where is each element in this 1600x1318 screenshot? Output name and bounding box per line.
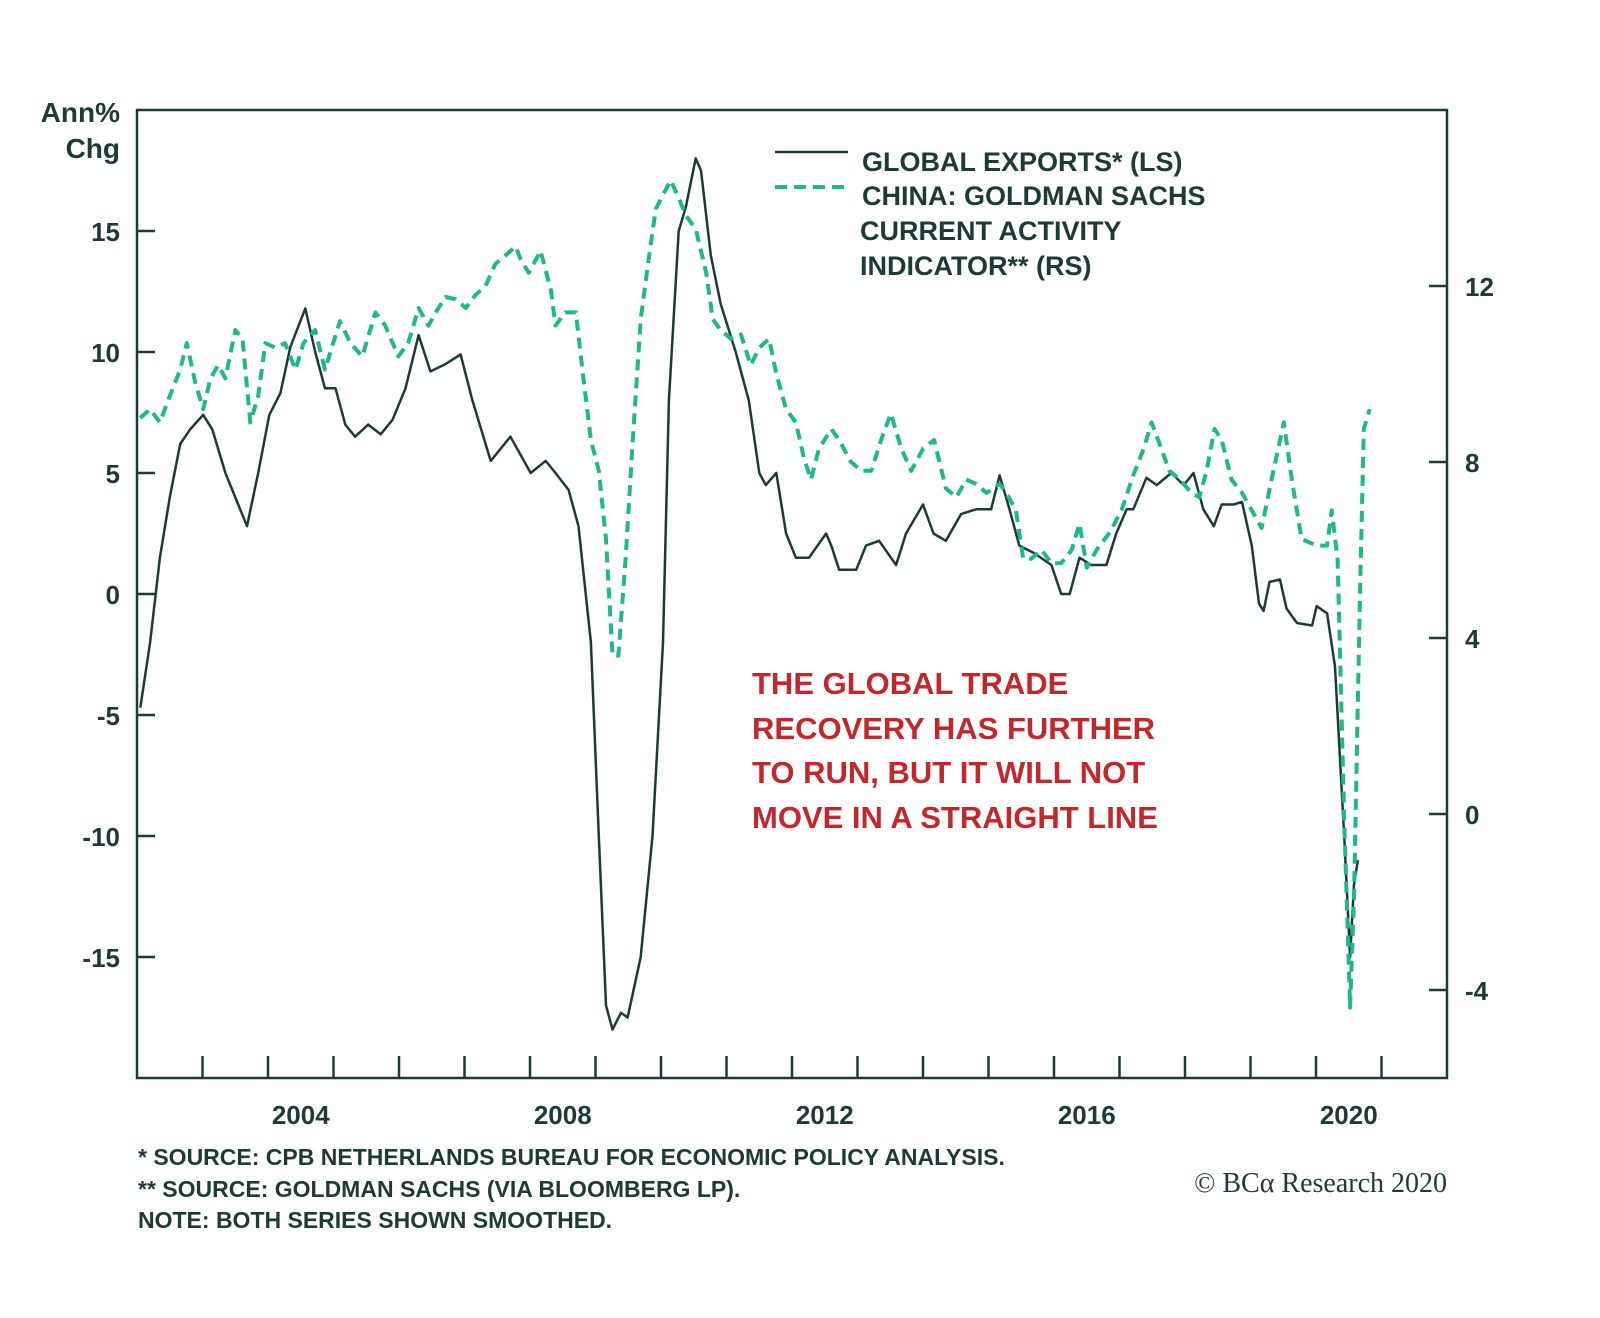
annotation: THE GLOBAL TRADE RECOVERY HAS FURTHER TO… — [752, 666, 1158, 835]
footnotes: * SOURCE: CPB NETHERLANDS BUREAU FOR ECO… — [138, 1144, 1005, 1233]
series-global-exports-line — [139, 157, 1360, 1031]
series-china-activity-line — [138, 178, 1372, 1010]
left-axis-tick-label: 0 — [106, 580, 120, 610]
x-axis-tick-label: 2016 — [1058, 1100, 1116, 1130]
right-axis-tick-label: 0 — [1465, 800, 1479, 830]
annotation-line-2: RECOVERY HAS FURTHER — [752, 711, 1155, 746]
left-axis-label-line2: Chg — [66, 133, 120, 164]
left-axis-tick-label: 15 — [91, 217, 120, 247]
x-axis-tick-label: 2012 — [796, 1100, 854, 1130]
legend-label-china-2: CURRENT ACTIVITY — [860, 216, 1122, 246]
x-axis-tick-label: 2020 — [1320, 1100, 1378, 1130]
annotation-line-4: MOVE IN A STRAIGHT LINE — [752, 800, 1158, 835]
footnote-2: ** SOURCE: GOLDMAN SACHS (VIA BLOOMBERG … — [138, 1176, 740, 1202]
legend-label-china-1: CHINA: GOLDMAN SACHS — [862, 181, 1206, 211]
footnote-1: * SOURCE: CPB NETHERLANDS BUREAU FOR ECO… — [138, 1144, 1005, 1170]
right-axis-tick-label: -4 — [1465, 976, 1489, 1006]
axes-layer: 15 10 5 0 -5 -10 -15 12 8 4 0 -4 2004 2008 2012 2016 202… — [82, 217, 1494, 1130]
left-axis-tick-label: -10 — [82, 822, 120, 852]
legend-label-exports: GLOBAL EXPORTS* (LS) — [862, 147, 1183, 177]
legend: GLOBAL EXPORTS* (LS) CHINA: GOLDMAN SACH… — [775, 147, 1206, 281]
right-axis-tick-label: 8 — [1465, 448, 1479, 478]
left-axis-tick-label: 5 — [106, 459, 120, 489]
annotation-line-1: THE GLOBAL TRADE — [752, 666, 1068, 701]
legend-label-china-3: INDICATOR** (RS) — [860, 251, 1092, 281]
x-axis-tick-label: 2004 — [272, 1100, 330, 1130]
copyright-logo: © BCα Research 2020 — [1194, 1168, 1447, 1199]
footnote-3: NOTE: BOTH SERIES SHOWN SMOOTHED. — [138, 1207, 612, 1233]
left-axis-tick-label: 10 — [91, 338, 120, 368]
left-axis-tick-label: -15 — [82, 943, 120, 973]
left-axis-label-line1: Ann% — [41, 97, 120, 128]
left-axis-tick-label: -5 — [97, 701, 120, 731]
x-axis-tick-label: 2008 — [534, 1100, 592, 1130]
annotation-line-3: TO RUN, BUT IT WILL NOT — [752, 755, 1145, 790]
right-axis-tick-label: 12 — [1465, 272, 1494, 302]
right-axis-tick-label: 4 — [1465, 624, 1480, 654]
plot-frame — [135, 108, 1449, 1080]
series-layer — [138, 157, 1372, 1031]
